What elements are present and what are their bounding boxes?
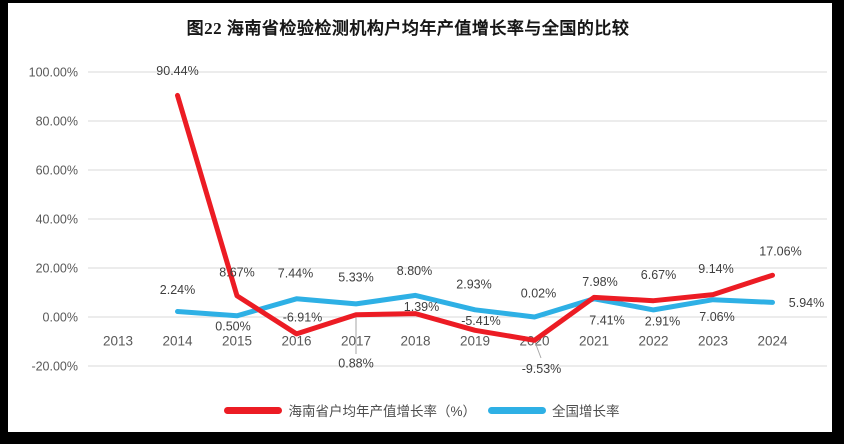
- data-label: 2.93%: [456, 277, 491, 291]
- legend-item-hainan: 海南省户均年产值增长率（%）: [224, 400, 476, 420]
- legend-swatch-hainan: [224, 406, 283, 414]
- data-label: 6.67%: [641, 268, 676, 282]
- legend: 海南省户均年产值增长率（%） 全国增长率: [0, 400, 844, 420]
- data-label: 8.80%: [397, 264, 432, 278]
- data-label: 7.06%: [699, 310, 734, 324]
- x-axis-label: 2013: [103, 334, 133, 349]
- legend-item-national: 全国增长率: [488, 400, 620, 420]
- data-label: 17.06%: [759, 245, 801, 259]
- data-label: 0.50%: [215, 319, 250, 333]
- data-label: -6.91%: [283, 310, 323, 324]
- x-axis-label: 2023: [698, 334, 728, 349]
- x-axis-label: 2022: [638, 334, 668, 349]
- legend-label-national: 全国增长率: [552, 404, 620, 419]
- x-axis-label: 2019: [460, 334, 490, 349]
- data-label: 0.88%: [338, 356, 373, 370]
- x-axis-label: 2024: [757, 334, 788, 349]
- y-axis-tick-label: 80.00%: [36, 115, 78, 129]
- data-label: 1.39%: [404, 300, 439, 314]
- data-label: 9.14%: [698, 262, 733, 276]
- y-axis-tick-label: 0.00%: [43, 311, 78, 325]
- y-axis-tick-label: 100.00%: [29, 66, 78, 80]
- data-label: 2.24%: [160, 283, 195, 297]
- chart-title: 图22 海南省检验检测机构户均年产值增长率与全国的比较: [186, 19, 630, 38]
- x-axis-label: 2021: [579, 334, 609, 349]
- data-label: -9.53%: [522, 362, 562, 376]
- x-axis-label: 2016: [281, 334, 311, 349]
- x-axis-label: 2018: [400, 334, 430, 349]
- x-axis-label: 2014: [162, 334, 193, 349]
- data-label: 7.44%: [278, 266, 313, 280]
- y-axis-tick-label: -20.00%: [31, 360, 78, 374]
- data-label: 8.67%: [219, 265, 254, 279]
- legend-label-hainan: 海南省户均年产值增长率（%）: [288, 404, 476, 419]
- x-axis-label: 2015: [222, 334, 252, 349]
- legend-swatch-national: [488, 406, 546, 414]
- series-line: [175, 292, 775, 320]
- series-line: [175, 92, 775, 343]
- data-label: 5.33%: [338, 270, 373, 284]
- chart-canvas: [8, 3, 832, 432]
- data-label: -5.41%: [461, 314, 501, 328]
- data-label: 7.41%: [589, 313, 624, 327]
- data-label-leader-line: [534, 341, 542, 359]
- y-axis-tick-label: 60.00%: [36, 164, 78, 178]
- y-axis-tick-label: 40.00%: [36, 213, 78, 227]
- data-label: 2.91%: [645, 314, 680, 328]
- data-label: 5.94%: [789, 296, 824, 310]
- data-label: 0.02%: [521, 286, 556, 300]
- y-axis-tick-label: 20.00%: [36, 262, 78, 276]
- data-label: 90.44%: [156, 64, 198, 78]
- data-label: 7.98%: [582, 275, 617, 289]
